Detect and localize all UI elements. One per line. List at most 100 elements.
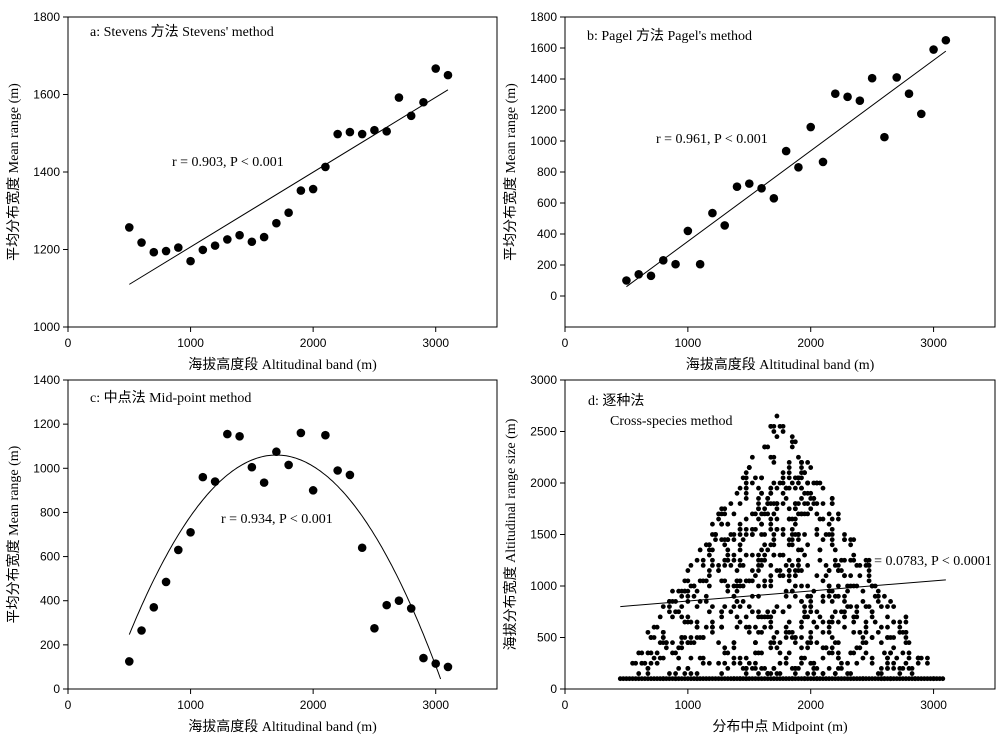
data-point [743, 614, 749, 620]
data-point [688, 635, 694, 640]
data-point [648, 660, 654, 666]
data-point [875, 599, 881, 604]
data-point [768, 619, 774, 625]
data-point [808, 593, 814, 599]
data-point [732, 182, 742, 192]
data-point [137, 238, 146, 247]
data-point [710, 547, 715, 553]
y-axis-title: 平均分布宽度 Mean range (m) [5, 445, 22, 623]
data-point [737, 526, 743, 532]
data-point [799, 496, 804, 501]
data-point [223, 429, 232, 439]
data-point [688, 640, 694, 646]
data-point [762, 552, 768, 558]
data-point [814, 526, 820, 532]
x-tick-label: 3000 [920, 698, 947, 712]
data-point [706, 660, 712, 666]
y-tick-label: 800 [537, 165, 557, 179]
data-point [796, 475, 801, 481]
data-point [799, 599, 804, 604]
data-point [728, 501, 734, 506]
data-point [762, 506, 768, 512]
data-point [817, 480, 823, 486]
data-point [667, 604, 672, 609]
data-point [740, 537, 746, 543]
data-point [832, 609, 838, 615]
data-point [688, 671, 694, 676]
data-point [786, 557, 792, 563]
data-point [774, 645, 780, 651]
data-point [826, 629, 832, 635]
data-point [789, 588, 795, 594]
data-point [835, 640, 841, 646]
data-point [802, 501, 807, 506]
data-point [762, 511, 768, 517]
data-point [909, 671, 915, 676]
data-point [885, 660, 890, 666]
data-point [888, 599, 893, 604]
data-point [706, 583, 712, 589]
data-point [642, 660, 648, 666]
data-point [792, 640, 798, 646]
data-point [683, 226, 693, 236]
data-point [756, 506, 761, 512]
y-tick-label: 1500 [530, 528, 557, 542]
data-point [845, 604, 850, 609]
data-point [756, 496, 761, 501]
data-point [771, 532, 777, 537]
y-tick-label: 1400 [530, 72, 557, 86]
data-point [259, 232, 269, 242]
stat-annotation: r = 0.0783, P < 0.0001 [866, 554, 992, 569]
data-point [694, 619, 700, 625]
data-point [658, 256, 668, 265]
data-point [863, 624, 869, 630]
data-point [820, 537, 826, 543]
data-point [700, 660, 706, 666]
data-point [842, 624, 847, 630]
data-point [706, 542, 712, 548]
data-point [357, 129, 367, 139]
data-point [916, 109, 926, 119]
data-point [799, 583, 804, 589]
y-tick-label: 400 [40, 594, 60, 608]
data-point [799, 624, 804, 630]
data-point [174, 243, 183, 252]
data-point [740, 563, 746, 568]
y-tick-label: 1000 [530, 134, 557, 148]
y-tick-label: 600 [40, 550, 60, 564]
data-point [796, 532, 801, 537]
fit-line [626, 50, 947, 288]
data-point [794, 163, 803, 172]
data-point [851, 583, 857, 589]
data-point [673, 671, 678, 676]
data-point [891, 645, 897, 651]
data-point [235, 230, 244, 240]
data-point [808, 660, 814, 666]
data-point [780, 490, 786, 496]
data-point [796, 480, 801, 486]
data-point [749, 568, 755, 573]
data-point [885, 624, 890, 630]
data-point [308, 184, 318, 194]
plot-frame-c [67, 379, 498, 690]
panel-title: b: Pagel 方法 Pagel's method [587, 28, 752, 44]
data-point [839, 666, 844, 671]
data-point [789, 526, 795, 532]
data-point [345, 470, 355, 480]
data-point [863, 629, 869, 635]
data-point [716, 563, 721, 568]
data-point [799, 635, 804, 640]
data-point [915, 655, 921, 661]
data-point [746, 629, 752, 635]
data-point [780, 526, 786, 532]
y-axis-title: 平均分布宽度 Mean range (m) [5, 83, 22, 261]
data-point [731, 604, 737, 609]
data-point [743, 496, 749, 501]
data-point [789, 480, 795, 486]
data-point [345, 127, 355, 137]
data-point [768, 578, 774, 584]
data-point [762, 614, 768, 620]
data-point [771, 552, 777, 558]
data-point [651, 655, 657, 661]
data-point [722, 506, 728, 512]
